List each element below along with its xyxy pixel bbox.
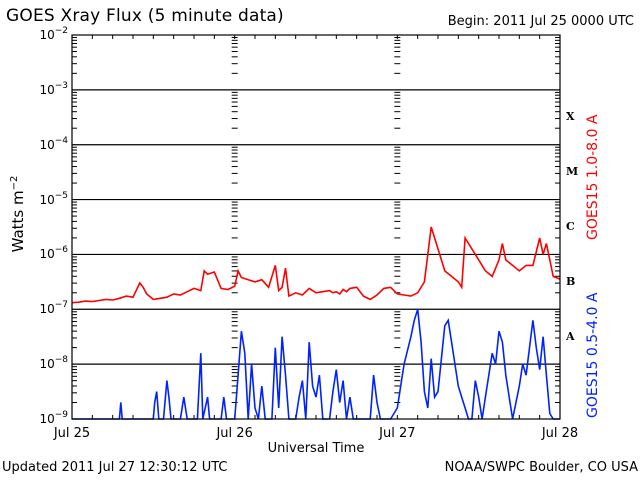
x-tick-label: Jul 25 (53, 426, 91, 441)
begin-time: Begin: 2011 Jul 25 0000 UTC (447, 14, 634, 29)
x-axis-title: Universal Time (267, 441, 365, 456)
flare-class-m: M (566, 165, 579, 179)
grid-lines (72, 89, 560, 365)
y-tick-label: 10−5 (39, 190, 68, 207)
plot-frame (71, 34, 561, 420)
x-tick-label: Jul 27 (379, 426, 416, 441)
chart-title: GOES Xray Flux (5 minute data) (6, 6, 284, 26)
flare-class-x: X (566, 110, 575, 124)
y-tick-label: 10−4 (39, 135, 68, 152)
y-tick-label: 10−3 (39, 80, 68, 97)
x-tick-label: Jul 28 (541, 426, 579, 441)
y-tick-label: 10−2 (39, 26, 68, 42)
updated-timestamp: Updated 2011 Jul 27 12:30:12 UTC (2, 460, 228, 475)
long-channel-curve (71, 226, 561, 304)
data-curves (71, 226, 561, 420)
flare-class-b: B (566, 274, 576, 288)
y-tick-label: 10−7 (39, 300, 68, 317)
credit: NOAA/SWPC Boulder, CO USA (444, 460, 638, 475)
flare-class-c: C (566, 220, 575, 233)
axis-ticks (72, 35, 560, 419)
y-tick-label: 10−6 (39, 245, 68, 262)
flare-class-a: A (566, 329, 575, 343)
y-tick-label: 10−8 (39, 355, 68, 372)
x-tick-label: Jul 26 (216, 426, 253, 441)
y-tick-label: 10−9 (39, 410, 68, 426)
